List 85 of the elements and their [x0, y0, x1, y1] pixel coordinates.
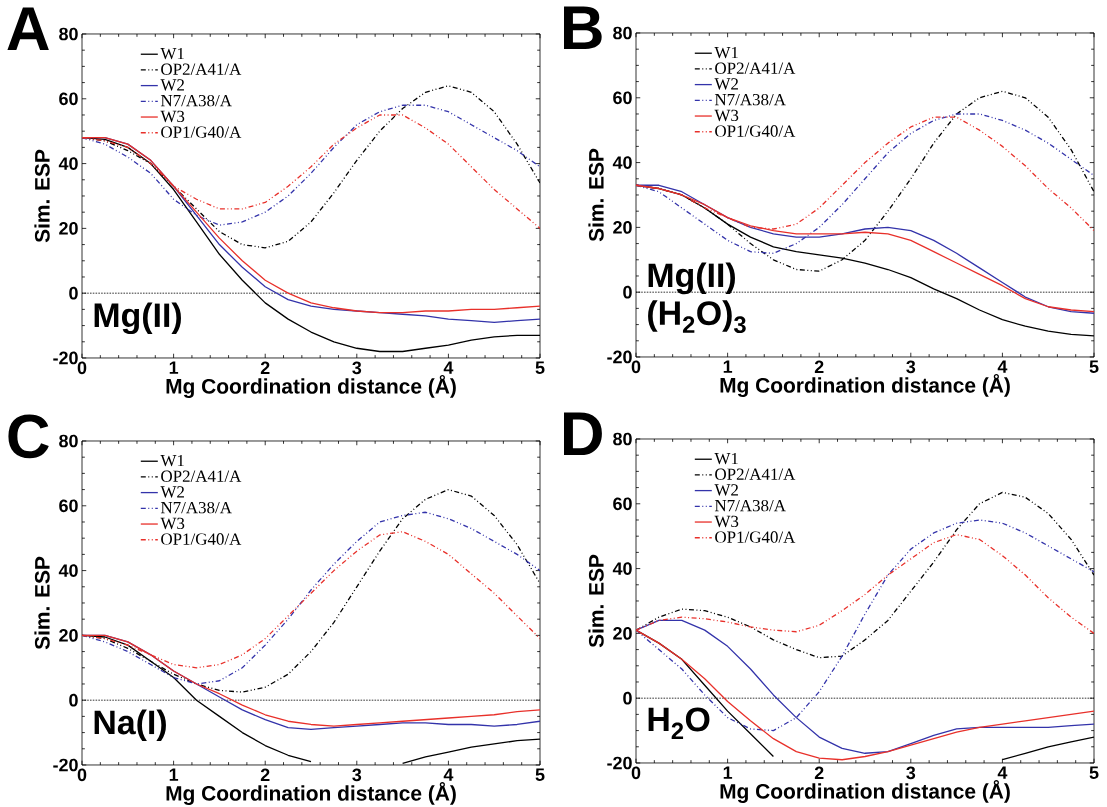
x-axis-title: Mg Coordination distance (Å) — [166, 375, 456, 398]
x-tick-label: 2 — [814, 360, 824, 374]
y-tick-label: 80 — [613, 26, 632, 40]
x-tick-label: 4 — [997, 766, 1008, 779]
x-tick-label: 5 — [1089, 360, 1099, 374]
legend-label: W2 — [714, 484, 738, 496]
x-tick-label: 5 — [1089, 766, 1099, 780]
y-axis-title: Sim. ESP — [34, 149, 50, 243]
legend-label: OP1/G40/A — [715, 125, 796, 137]
legend-label: W2 — [160, 486, 184, 498]
y-axis-title: Sim. ESP — [588, 554, 604, 648]
x-tick-label: 3 — [906, 766, 916, 780]
x-tick-label: 1 — [723, 766, 733, 779]
y-tick-label: 0 — [623, 691, 632, 705]
y-tick-label: 20 — [59, 629, 78, 642]
legend-label: W1 — [714, 46, 738, 59]
legend-label: OP2/A41/A — [715, 62, 796, 74]
legend-label: OP1/G40/A — [715, 531, 796, 543]
y-tick-label: 80 — [59, 27, 78, 41]
x-tick-label: 2 — [260, 768, 270, 782]
legend-label: N7/A38/A — [714, 93, 786, 106]
y-tick-label: -20 — [53, 758, 78, 772]
legend-label: W1 — [714, 452, 738, 465]
y-axis-title: Sim. ESP — [588, 148, 604, 242]
x-axis-title: Mg Coordination distance (Å) — [720, 780, 1010, 803]
x-tick-label: 3 — [352, 768, 362, 782]
x-tick-label: 2 — [260, 361, 270, 375]
x-axis-title: Mg Coordination distance (Å) — [166, 782, 456, 805]
x-tick-label: 4 — [443, 768, 454, 781]
x-tick-label: 5 — [535, 361, 545, 375]
chart-title: B — [564, 6, 602, 50]
legend-label: W3 — [160, 517, 185, 530]
x-tick-label: 1 — [169, 768, 179, 781]
legend-label: N7/A38/A — [714, 499, 786, 512]
y-tick-label: 20 — [613, 627, 632, 640]
y-tick-label: 20 — [59, 222, 78, 235]
legend-label: W1 — [160, 47, 184, 60]
y-tick-label: 60 — [613, 497, 632, 511]
y-tick-label: 40 — [58, 157, 78, 170]
annotation: Mg(II) — [94, 302, 181, 335]
y-tick-label: 80 — [613, 432, 632, 446]
y-tick-label: 40 — [612, 156, 632, 169]
x-axis-title: Mg Coordination distance (Å) — [720, 374, 1010, 397]
annotation: (H$_{2}$O)$_{3}$ — [648, 300, 746, 334]
y-tick-label: 0 — [69, 693, 78, 707]
y-tick-label: -20 — [607, 350, 632, 364]
y-tick-label: 60 — [59, 92, 78, 106]
x-tick-label: 4 — [443, 361, 454, 374]
legend-label: OP2/A41/A — [715, 468, 796, 480]
y-tick-label: 20 — [613, 221, 632, 234]
y-tick-label: 80 — [59, 434, 78, 448]
legend-label: N7/A38/A — [160, 501, 232, 514]
annotation: Mg(II) — [648, 262, 735, 295]
legend-label: W1 — [160, 454, 184, 467]
x-tick-label: 5 — [535, 768, 545, 782]
legend-label: W2 — [160, 79, 184, 91]
y-axis-title: Sim. ESP — [34, 556, 50, 650]
x-tick-label: 4 — [997, 360, 1008, 373]
legend-label: OP1/G40/A — [161, 533, 242, 545]
x-tick-label: 3 — [352, 361, 362, 375]
legend-label: W3 — [714, 515, 739, 528]
y-tick-label: 60 — [59, 499, 78, 513]
y-tick-label: 60 — [613, 91, 632, 105]
annotation: H$_{2}$O — [648, 707, 710, 740]
x-tick-label: 2 — [814, 766, 824, 780]
legend-label: N7/A38/A — [160, 94, 232, 107]
legend-label: OP2/A41/A — [161, 63, 242, 75]
x-tick-label: 1 — [169, 361, 179, 374]
x-tick-label: 3 — [906, 360, 916, 374]
legend-label: W3 — [160, 110, 185, 123]
legend-label: OP2/A41/A — [161, 470, 242, 482]
chart-title: A — [7, 7, 49, 51]
legend-label: W2 — [714, 78, 738, 90]
x-tick-label: 1 — [723, 360, 733, 373]
annotation: Na(I) — [94, 709, 166, 742]
legend-label: OP1/G40/A — [161, 126, 242, 138]
legend-label: W3 — [714, 109, 739, 122]
y-tick-label: -20 — [53, 351, 78, 365]
y-tick-label: 0 — [623, 285, 632, 299]
y-tick-label: 40 — [58, 564, 78, 577]
chart-title: D — [564, 412, 602, 456]
y-tick-label: 40 — [612, 562, 632, 575]
chart-title: C — [8, 414, 49, 459]
y-tick-label: -20 — [607, 756, 632, 770]
y-tick-label: 0 — [69, 286, 78, 300]
